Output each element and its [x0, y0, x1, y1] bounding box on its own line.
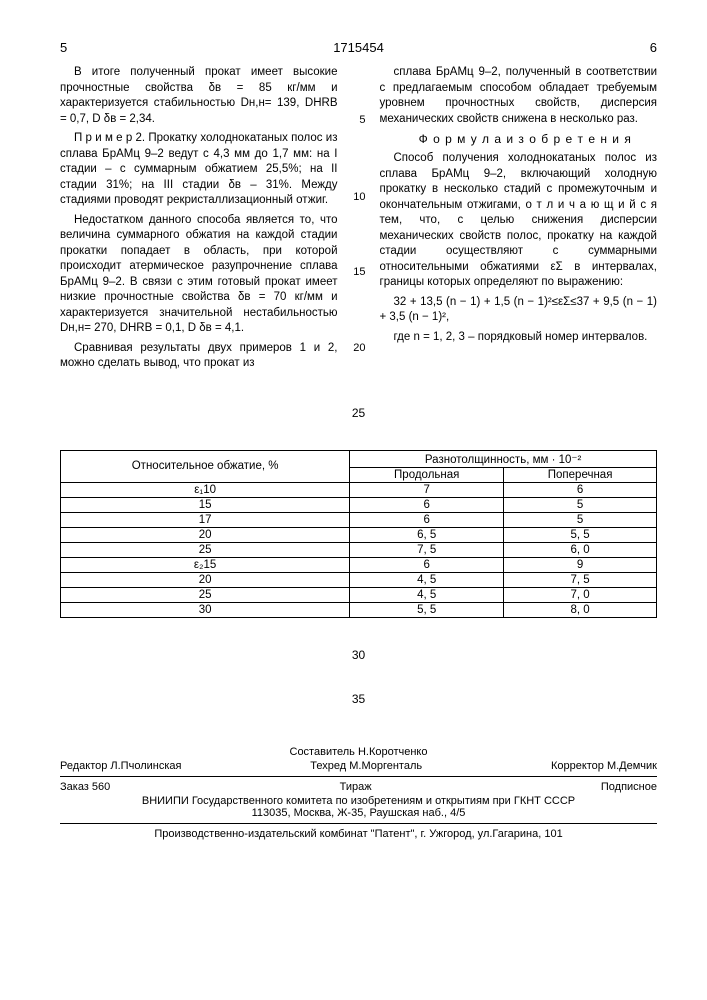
- cell: 8, 0: [504, 602, 657, 617]
- cell: 5, 5: [504, 527, 657, 542]
- ln15: 15: [353, 265, 365, 280]
- th-trans: Поперечная: [504, 467, 657, 482]
- table-row: ε₂1569: [61, 557, 657, 572]
- cell: 20: [61, 572, 350, 587]
- prod: Производственно-издательский комбинат "П…: [60, 828, 657, 840]
- right-p2: Способ получения холоднокатаных полос из…: [380, 151, 658, 291]
- subscribe: Подписное: [601, 781, 657, 793]
- table-row: 257, 56, 0: [61, 542, 657, 557]
- right-column: сплава БрАМц 9–2, полученный в соответст…: [380, 65, 658, 376]
- footer: Составитель Н.Коротченко Редактор Л.Пчол…: [60, 746, 657, 840]
- table-row: ε₁1076: [61, 482, 657, 497]
- th-rel: Относительное обжатие, %: [61, 450, 350, 482]
- table-row: 1565: [61, 497, 657, 512]
- addr: 113035, Москва, Ж-35, Раушская наб., 4/5: [60, 807, 657, 819]
- cell: 17: [61, 512, 350, 527]
- line-35: 35: [60, 692, 657, 706]
- header-left: 5: [60, 40, 67, 55]
- footer-divider: [60, 776, 657, 777]
- header-right: 6: [650, 40, 657, 55]
- right-p1: сплава БрАМц 9–2, полученный в соответст…: [380, 65, 658, 127]
- cell: 15: [61, 497, 350, 512]
- left-p4: Сравнивая результаты двух примеров 1 и 2…: [60, 341, 338, 372]
- cell: 6: [350, 497, 504, 512]
- cell: 6, 5: [350, 527, 504, 542]
- cell: 6: [350, 557, 504, 572]
- compiler: Составитель Н.Коротченко: [60, 746, 657, 758]
- corrector: Корректор М.Демчик: [551, 760, 657, 772]
- cell: 7, 5: [504, 572, 657, 587]
- table-row: 206, 55, 5: [61, 527, 657, 542]
- table-row: 254, 57, 0: [61, 587, 657, 602]
- cell: 7, 5: [350, 542, 504, 557]
- patent-number: 1715454: [333, 40, 384, 55]
- editor: Редактор Л.Пчолинская: [60, 760, 181, 772]
- cell: 20: [61, 527, 350, 542]
- footer-order-row: Заказ 560 Тираж Подписное: [60, 781, 657, 793]
- page: 5 1715454 6 В итоге полученный прокат им…: [0, 0, 707, 870]
- table-row: 204, 57, 5: [61, 572, 657, 587]
- footer-credits-row: Редактор Л.Пчолинская Техред М.Моргентал…: [60, 760, 657, 772]
- body-columns: В итоге полученный прокат имеет высокие …: [60, 65, 657, 376]
- th-long: Продольная: [350, 467, 504, 482]
- cell: 9: [504, 557, 657, 572]
- data-table: Относительное обжатие, % Разнотолщинност…: [60, 450, 657, 618]
- ln20: 20: [353, 341, 365, 356]
- left-p1: В итоге полученный прокат имеет высокие …: [60, 65, 338, 127]
- cell: 4, 5: [350, 572, 504, 587]
- cell: 6, 0: [504, 542, 657, 557]
- cell: 30: [61, 602, 350, 617]
- right-p4: где n = 1, 2, 3 – порядковый номер интер…: [380, 330, 658, 346]
- line-30: 30: [60, 648, 657, 662]
- cell: 6: [504, 482, 657, 497]
- org: ВНИИПИ Государственного комитета по изоб…: [60, 795, 657, 807]
- right-p3: 32 + 13,5 (n − 1) + 1,5 (n − 1)²≤εΣ≤37 +…: [380, 295, 658, 326]
- cell: ε₂15: [61, 557, 350, 572]
- cell: ε₁10: [61, 482, 350, 497]
- table-row: 305, 58, 0: [61, 602, 657, 617]
- cell: 5: [504, 512, 657, 527]
- footer-divider-2: [60, 823, 657, 824]
- line-25: 25: [60, 406, 657, 420]
- cell: 25: [61, 587, 350, 602]
- left-p3: Недостатком данного способа является то,…: [60, 213, 338, 337]
- table-header-row: Относительное обжатие, % Разнотолщинност…: [61, 450, 657, 467]
- table-row: 1765: [61, 512, 657, 527]
- cell: 5, 5: [350, 602, 504, 617]
- cell: 4, 5: [350, 587, 504, 602]
- left-column: В итоге полученный прокат имеет высокие …: [60, 65, 338, 376]
- cell: 6: [350, 512, 504, 527]
- left-p2: П р и м е р 2. Прокатку холоднокатаных п…: [60, 131, 338, 209]
- th-thick: Разнотолщинность, мм · 10⁻²: [350, 450, 657, 467]
- formula-heading: Ф о р м у л а и з о б р е т е н и я: [380, 131, 658, 147]
- cell: 7, 0: [504, 587, 657, 602]
- cell: 5: [504, 497, 657, 512]
- line-numbers: 5 10 15 20: [350, 65, 368, 376]
- page-header: 5 1715454 6: [60, 40, 657, 55]
- cell: 7: [350, 482, 504, 497]
- tech: Техред М.Моргенталь: [310, 760, 422, 772]
- ln5: 5: [359, 113, 365, 128]
- order: Заказ 560: [60, 781, 110, 793]
- tirage: Тираж: [340, 781, 372, 793]
- ln10: 10: [353, 190, 365, 205]
- cell: 25: [61, 542, 350, 557]
